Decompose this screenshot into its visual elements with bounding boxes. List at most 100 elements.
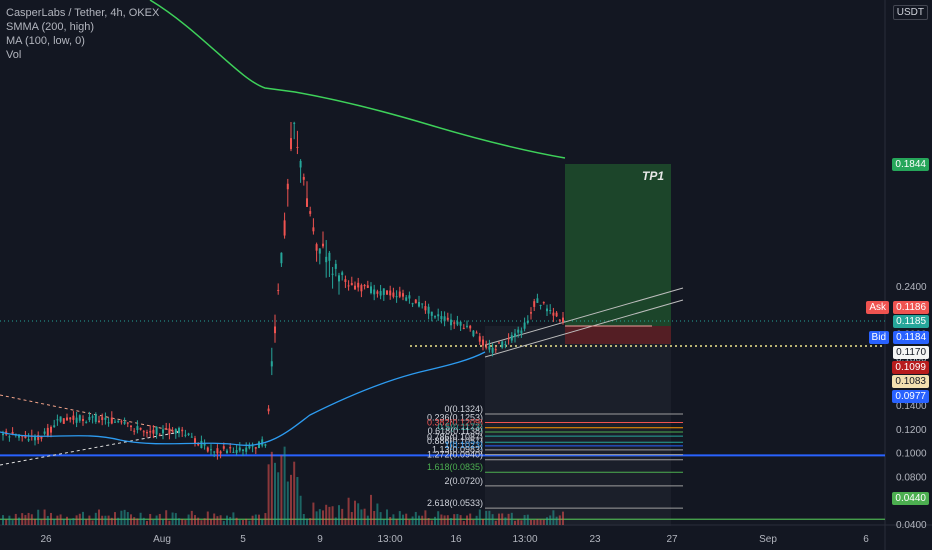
candle-body (69, 417, 72, 420)
projection-zone-right (565, 344, 671, 526)
volume-bar (376, 503, 379, 525)
volume-bar (126, 512, 129, 525)
candle-body (238, 447, 241, 451)
volume-bar (520, 520, 523, 525)
volume-bar (139, 512, 142, 525)
bottom-line-price-tag: 0.0440 (892, 492, 929, 505)
volume-bar (498, 513, 500, 525)
volume-bar (475, 515, 478, 525)
volume-bar (469, 513, 472, 525)
candle-body (443, 316, 446, 322)
candle-body (475, 332, 478, 334)
volume-bar (430, 520, 433, 525)
volume-bar (443, 515, 446, 525)
candle-body (213, 451, 216, 453)
candle-body (222, 446, 225, 449)
candle-body (75, 417, 78, 423)
candle-body (408, 295, 411, 299)
volume-bar (213, 513, 216, 525)
volume-bar (190, 510, 193, 525)
volume-bar (152, 519, 155, 525)
candle-body (197, 443, 200, 446)
candle-body (146, 432, 148, 434)
candle-body (72, 415, 75, 420)
candle-body (366, 285, 369, 288)
fib-level-label: 2(0.0720) (444, 476, 483, 486)
volume-bar (440, 514, 443, 525)
volume-bar (34, 518, 36, 525)
candle-body (558, 319, 561, 321)
volume-bar (427, 518, 430, 525)
candle-body (117, 421, 120, 423)
fib-level-label: 0(0.1324) (444, 404, 483, 414)
candle-body (171, 431, 174, 433)
ma-indicator-label[interactable]: MA (100, low, 0) (6, 35, 85, 47)
x-tick-label: Sep (759, 534, 777, 545)
volume-bar (280, 455, 283, 525)
volume-bar (85, 519, 88, 525)
candle-body (8, 436, 11, 438)
volume-bar (504, 517, 507, 525)
volume-bar (283, 446, 286, 525)
candle-body (155, 426, 158, 435)
y-tick-label: 0.1200 (896, 425, 927, 436)
candle-body (78, 415, 81, 421)
candle-body (219, 451, 222, 454)
candle-body (290, 138, 292, 150)
volume-bar (174, 513, 177, 525)
candle-body (501, 341, 504, 348)
currency-button[interactable]: USDT (892, 5, 928, 20)
volume-bar (398, 511, 401, 525)
volume-bar (488, 510, 491, 525)
candle-body (62, 418, 65, 424)
candle-body (347, 285, 350, 287)
candle-body (293, 122, 296, 124)
candle-body (27, 439, 30, 441)
candle-body (514, 333, 516, 337)
x-tick-label: 13:00 (512, 534, 537, 545)
candle-body (440, 316, 443, 320)
candle-body (392, 292, 395, 297)
candle-body (43, 431, 46, 434)
candle-body (421, 303, 424, 305)
candle-body (50, 426, 52, 433)
volume-bar (274, 462, 276, 525)
volume-bar (514, 520, 516, 525)
candle-body (88, 416, 91, 420)
candle-body (94, 414, 97, 422)
candle-body (168, 428, 171, 435)
smma-indicator-label[interactable]: SMMA (200, high) (6, 21, 95, 33)
candle-body (286, 183, 289, 190)
volume-indicator-label[interactable]: Vol (6, 49, 22, 61)
candle-body (414, 299, 417, 304)
candle-body (91, 416, 94, 418)
volume-bar (350, 512, 353, 525)
candle-body (555, 312, 558, 317)
volume-bar (18, 517, 20, 525)
symbol-title[interactable]: CasperLabs / Tether, 4h, OKEX (6, 7, 160, 19)
volume-bar (494, 520, 497, 525)
candle-body (389, 290, 392, 296)
x-tick-label: 16 (450, 534, 462, 545)
volume-bar (98, 509, 100, 525)
target-zone (565, 164, 671, 326)
candle-body (174, 429, 177, 434)
candle-body (405, 297, 408, 301)
projection-zone (485, 326, 565, 526)
volume-bar (389, 516, 392, 525)
volume-bar (437, 511, 440, 525)
candle-body (114, 421, 116, 423)
volume-bar (245, 518, 248, 525)
candle-body (24, 435, 27, 439)
candle-body (139, 427, 142, 430)
volume-bar (21, 513, 24, 525)
volume-bar (216, 516, 219, 525)
candle-body (411, 303, 414, 305)
candle-body (181, 429, 184, 432)
candle-body (462, 327, 465, 329)
volume-bar (8, 515, 11, 525)
volume-bar (40, 519, 43, 525)
volume-bar (357, 503, 360, 525)
